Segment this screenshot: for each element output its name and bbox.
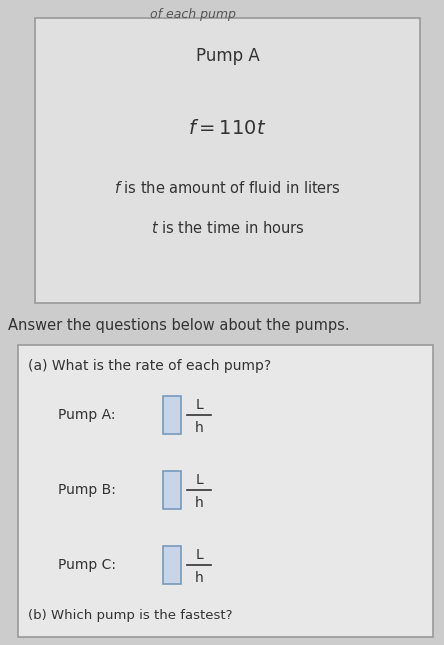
Text: L: L [195,398,203,412]
Text: Pump C:: Pump C: [58,558,116,572]
Bar [18,345,433,637]
Text: Answer the questions below about the pumps.: Answer the questions below about the pum… [8,318,349,333]
Bar [163,396,181,434]
Text: Pump B:: Pump B: [58,483,116,497]
Text: $f=110t$: $f=110t$ [188,119,267,137]
Text: $t$ is the time in hours: $t$ is the time in hours [151,220,304,236]
Bar [35,18,420,303]
Text: h: h [194,496,203,510]
Text: Pump A:: Pump A: [58,408,115,422]
Text: of each pump: of each pump [150,8,236,21]
Text: h: h [194,571,203,585]
Text: Pump A: Pump A [196,47,259,65]
Text: L: L [195,548,203,562]
Text: h: h [194,421,203,435]
Text: (b) Which pump is the fastest?: (b) Which pump is the fastest? [28,608,233,622]
Text: $f$ is the amount of fluid in liters: $f$ is the amount of fluid in liters [114,180,341,196]
Text: (a) What is the rate of each pump?: (a) What is the rate of each pump? [28,359,271,373]
Bar [163,471,181,509]
Text: L: L [195,473,203,487]
Bar [163,546,181,584]
